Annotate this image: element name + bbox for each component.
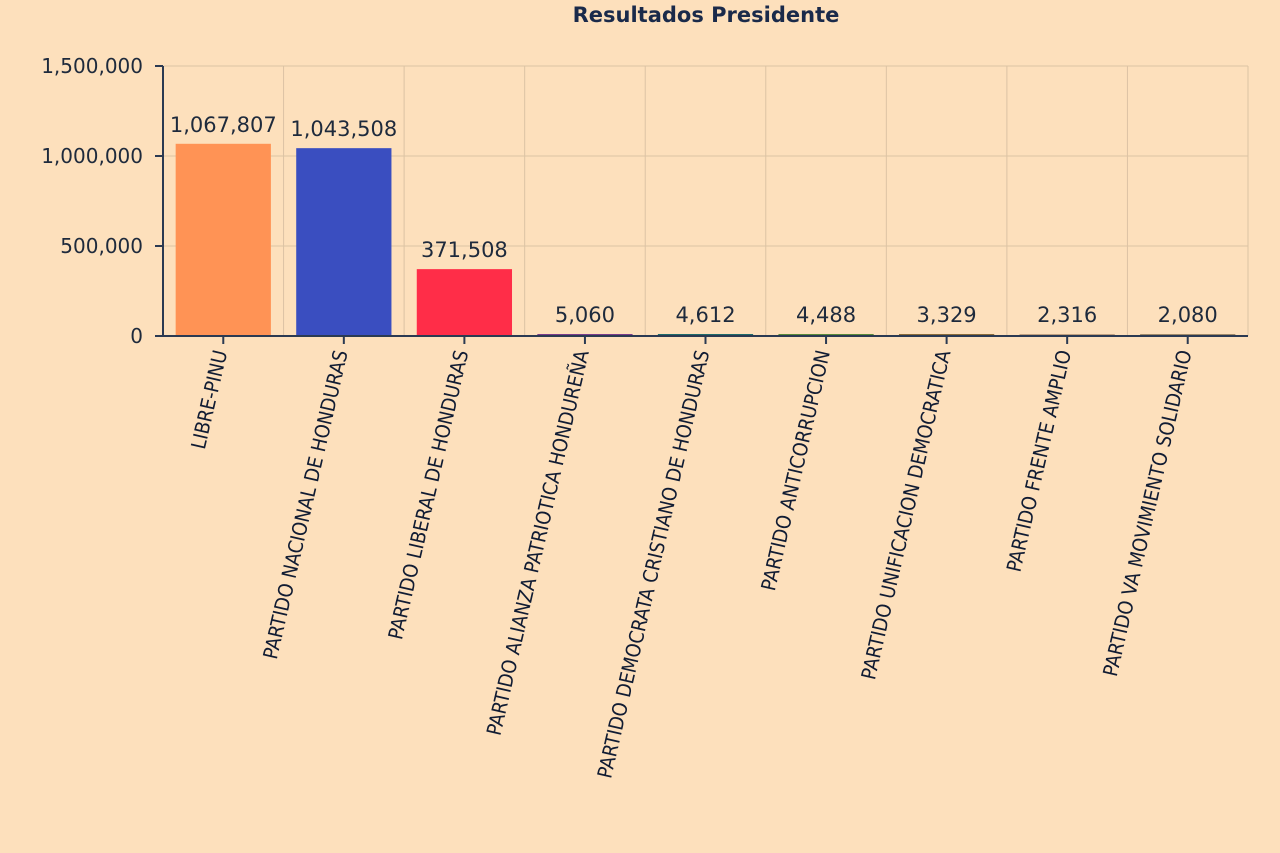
x-tick-label: LIBRE-PINU bbox=[186, 348, 232, 452]
data-label: 371,508 bbox=[421, 238, 508, 262]
x-tick-label: PARTIDO VA MOVIMIENTO SOLIDARIO bbox=[1098, 348, 1197, 679]
y-tick-label: 1,000,000 bbox=[41, 144, 143, 168]
chart-title: Resultados Presidente bbox=[573, 3, 840, 27]
y-tick-label: 0 bbox=[130, 324, 143, 348]
y-tick-label: 1,500,000 bbox=[41, 54, 143, 78]
data-label: 2,316 bbox=[1037, 303, 1097, 327]
data-label: 5,060 bbox=[555, 303, 615, 327]
data-label: 3,329 bbox=[917, 303, 977, 327]
bar bbox=[416, 269, 513, 336]
x-tick-label: PARTIDO LIBERAL DE HONDURAS bbox=[383, 348, 473, 642]
y-axis-ticks: 0 500,000 1,000,000 1,500,000 bbox=[41, 54, 163, 348]
x-tick-label: PARTIDO NACIONAL DE HONDURAS bbox=[258, 348, 353, 662]
x-tick-label: PARTIDO ANTICORRUPCION bbox=[756, 348, 835, 593]
axes bbox=[155, 66, 1248, 337]
data-label: 1,067,807 bbox=[170, 113, 277, 137]
x-tick-label: PARTIDO UNIFICACION DEMOCRATICA bbox=[856, 347, 955, 682]
data-label: 4,488 bbox=[796, 303, 856, 327]
x-tick-label: PARTIDO DEMOCRATA CRISTIANO DE HONDURAS bbox=[592, 348, 714, 781]
data-label: 1,043,508 bbox=[290, 117, 397, 141]
data-label: 4,612 bbox=[675, 303, 735, 327]
y-tick-label: 500,000 bbox=[60, 234, 143, 258]
bar bbox=[175, 143, 271, 336]
x-axis-ticks: LIBRE-PINU PARTIDO NACIONAL DE HONDURAS PA… bbox=[186, 336, 1197, 780]
x-tick-label: PARTIDO ALIANZA PATRIOTICA HONDUREÑA bbox=[482, 347, 594, 738]
data-label: 2,080 bbox=[1158, 303, 1218, 327]
bar bbox=[296, 148, 392, 336]
x-tick-label: PARTIDO FRENTE AMPLIO bbox=[1002, 348, 1076, 574]
data-labels: 1,067,807 1,043,508 371,508 5,060 4,612 4,488… bbox=[170, 113, 1218, 327]
